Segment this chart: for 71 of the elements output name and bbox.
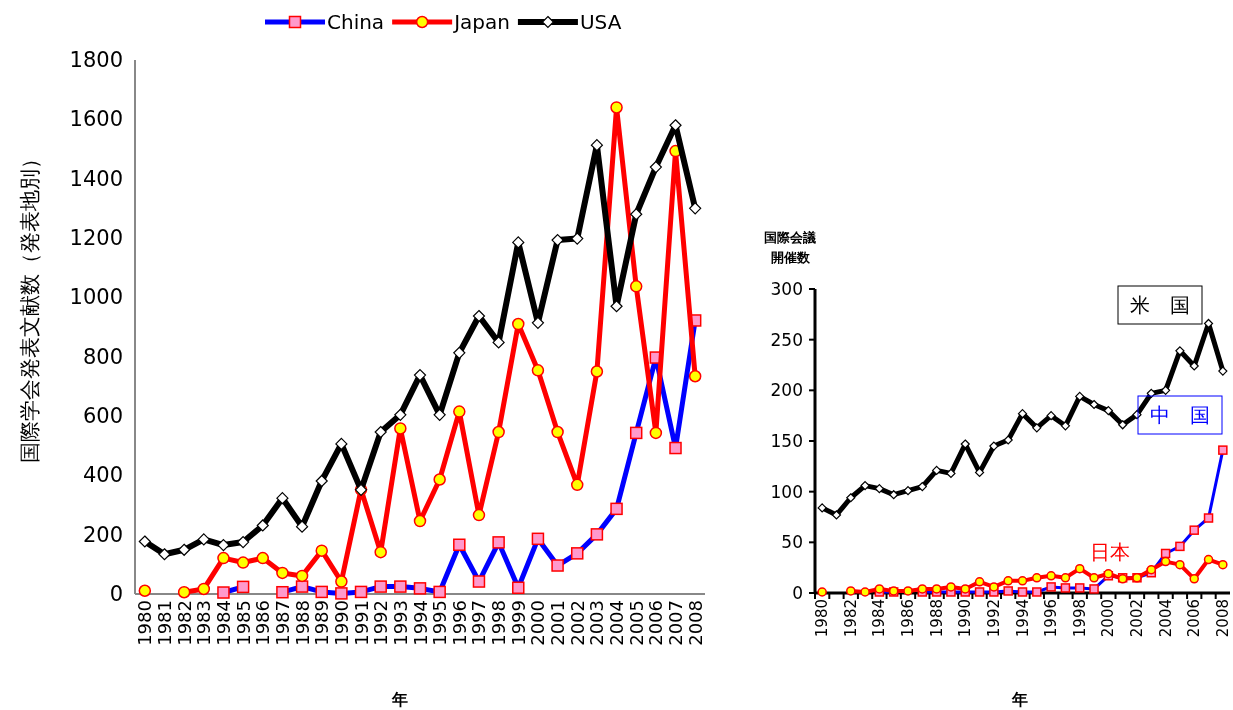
x-tick-label: 2002 xyxy=(1127,599,1146,638)
x-tick-label: 1994 xyxy=(409,600,431,646)
x-tick-label: 1991 xyxy=(350,600,372,646)
x-tick-label: 1992 xyxy=(984,599,1003,638)
legend-label: USA xyxy=(579,10,622,34)
x-axis-title: 年 xyxy=(391,690,408,709)
x-tick-label: 1980 xyxy=(813,599,832,638)
y-tick-label: 1000 xyxy=(69,285,123,310)
x-tick-label: 1996 xyxy=(448,600,470,646)
y-tick-label: 250 xyxy=(770,329,803,350)
x-tick-label: 1993 xyxy=(389,600,411,646)
x-tick-label: 2007 xyxy=(665,600,687,646)
x-tick-label: 1990 xyxy=(956,599,975,638)
x-tick-label: 2004 xyxy=(606,600,628,646)
x-tick-label: 1999 xyxy=(507,600,529,646)
x-tick-label: 1997 xyxy=(468,600,490,646)
y-tick-label: 800 xyxy=(82,344,123,369)
x-axis-title: 年 xyxy=(1011,690,1028,709)
y-tick-label: 200 xyxy=(770,380,803,401)
x-tick-label: 1981 xyxy=(153,600,175,646)
x-tick-label: 1984 xyxy=(870,599,889,638)
x-tick-label: 1998 xyxy=(488,600,510,646)
y-tick-label: 300 xyxy=(770,279,803,299)
x-tick-label: 1982 xyxy=(173,600,195,646)
x-tick-label: 2008 xyxy=(684,600,706,646)
y-tick-label: 1800 xyxy=(69,48,123,72)
x-tick-label: 2002 xyxy=(566,600,588,646)
x-tick-label: 2000 xyxy=(527,600,549,646)
x-tick-label: 1996 xyxy=(1042,599,1061,638)
x-tick-label: 1983 xyxy=(193,600,215,646)
y-tick-label: 1600 xyxy=(69,107,123,132)
y-tick-label: 100 xyxy=(770,481,803,502)
x-tick-label: 2006 xyxy=(645,600,667,646)
x-tick-label: 1988 xyxy=(927,599,946,638)
x-tick-label: 2000 xyxy=(1099,599,1118,638)
x-tick-label: 1995 xyxy=(429,600,451,646)
x-tick-label: 1985 xyxy=(232,600,254,646)
y-axis-title: 国際学会発表文献数（発表地別） xyxy=(18,147,42,463)
y-tick-label: 50 xyxy=(781,532,803,553)
x-tick-label: 2003 xyxy=(586,600,608,646)
y-tick-label: 600 xyxy=(82,404,123,428)
x-tick-label: 1984 xyxy=(212,600,234,646)
x-tick-label: 2006 xyxy=(1185,599,1204,638)
series-label: 米 国 xyxy=(1130,293,1190,317)
legend-label: China xyxy=(327,10,385,34)
y-tick-label: 0 xyxy=(109,582,123,606)
x-tick-label: 1987 xyxy=(271,600,293,646)
x-tick-label: 1988 xyxy=(291,600,313,646)
x-tick-label: 1989 xyxy=(311,600,333,646)
series-label: 中 国 xyxy=(1150,403,1210,427)
x-tick-label: 1980 xyxy=(134,600,156,646)
x-tick-label: 2005 xyxy=(625,600,647,646)
y-axis-title: 国際会議開催数 xyxy=(764,230,816,265)
x-tick-label: 1986 xyxy=(899,599,918,638)
y-tick-label: 1400 xyxy=(69,166,123,191)
x-tick-label: 2001 xyxy=(547,600,569,646)
x-tick-label: 1990 xyxy=(330,600,352,646)
x-tick-label: 2004 xyxy=(1156,599,1175,638)
x-tick-label: 1992 xyxy=(370,600,392,646)
x-tick-label: 1982 xyxy=(841,599,860,638)
y-tick-label: 150 xyxy=(770,431,803,451)
y-tick-label: 1200 xyxy=(69,226,123,250)
x-tick-label: 1986 xyxy=(252,600,274,646)
x-tick-label: 1998 xyxy=(1070,599,1089,638)
series-label: 日本 xyxy=(1090,540,1130,564)
y-tick-label: 400 xyxy=(82,463,123,488)
y-tick-label: 200 xyxy=(82,522,123,547)
x-tick-label: 2008 xyxy=(1213,599,1232,638)
x-tick-label: 1994 xyxy=(1013,599,1032,638)
y-tick-label: 0 xyxy=(792,583,803,603)
legend-label: Japan xyxy=(452,10,510,34)
